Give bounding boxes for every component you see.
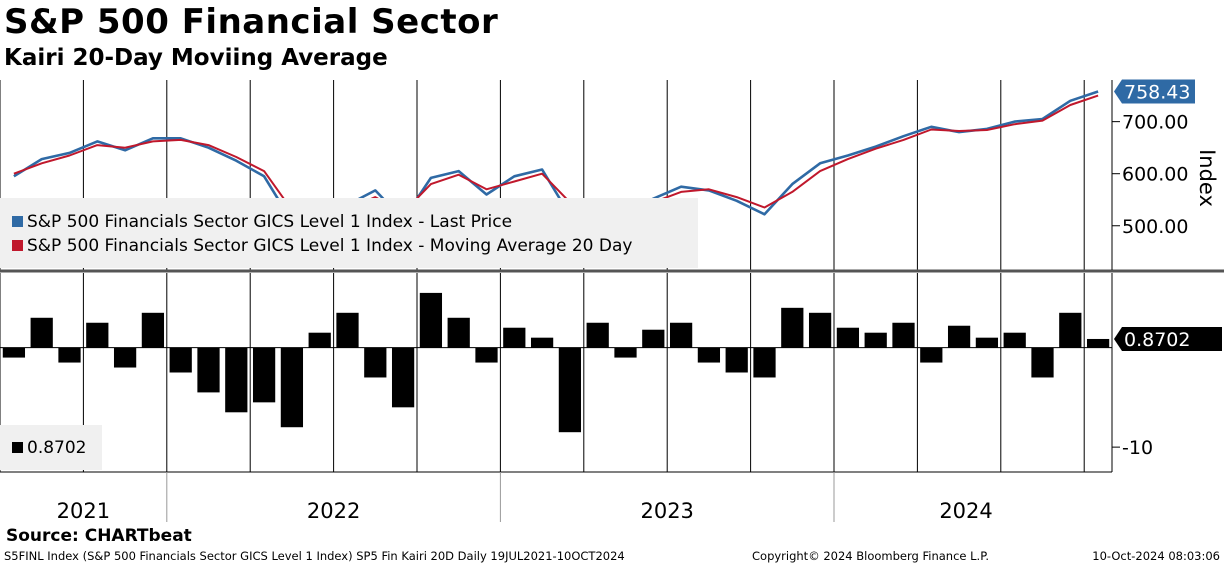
kairi-bar: [447, 317, 470, 348]
kairi-bar: [586, 322, 609, 348]
legend-swatch-ma: [12, 240, 23, 251]
legend-label-kairi: 0.8702: [27, 438, 87, 458]
kairi-bar: [86, 322, 109, 348]
kairi-bar: [614, 347, 637, 358]
price-axis: 700.00 600.00 500.00 Index: [1112, 112, 1219, 238]
kairi-bar: [336, 312, 359, 348]
kairi-bar: [1003, 332, 1026, 348]
kairi-bar: [725, 347, 748, 373]
year-label: 2022: [307, 499, 360, 523]
kairi-last-value-badge: [1114, 326, 1222, 351]
chart-subtitle: Kairi 20-Day Moviing Average: [4, 45, 388, 71]
kairi-bar: [252, 347, 276, 403]
kairi-bar: [1031, 347, 1054, 378]
legend-label-price: S&P 500 Financials Sector GICS Level 1 I…: [27, 212, 513, 232]
kairi-bar: [558, 347, 582, 433]
kairi-bar: [141, 312, 165, 348]
last-value-badges: 758.43 0.8702: [1114, 79, 1222, 351]
legend-item-kairi: 0.8702: [12, 438, 86, 458]
legend-swatch-price: [12, 216, 23, 227]
legend-label-ma: S&P 500 Financials Sector GICS Level 1 I…: [27, 236, 633, 256]
kairi-bar: [892, 322, 915, 348]
price-axis-title: Index: [1195, 149, 1219, 207]
moving-average-line: [13, 94, 1099, 216]
footer-copyright: Copyright© 2024 Bloomberg Finance L.P.: [752, 549, 989, 563]
kairi-bar: [753, 347, 776, 378]
kairi-bar: [419, 292, 443, 348]
kairi-bar: [503, 327, 526, 348]
kairi-bar: [836, 327, 860, 348]
price-last-value-label: 758.43: [1124, 81, 1190, 103]
kairi-bar: [808, 312, 832, 348]
kairi-axis-tick-label: -10: [1122, 437, 1153, 459]
kairi-bar: [169, 347, 192, 373]
kairi-bar: [1059, 312, 1082, 348]
kairi-bar: [669, 322, 693, 348]
x-axis: 2021 2022 2023 2024: [57, 472, 993, 523]
price-axis-tick-label: 500.00: [1122, 216, 1188, 238]
kairi-bar: [308, 332, 331, 348]
legend-item-price: S&P 500 Financials Sector GICS Level 1 I…: [12, 212, 512, 232]
price-axis-tick-label: 700.00: [1122, 112, 1188, 134]
kairi-last-value-label: 0.8702: [1124, 329, 1190, 351]
price-legend: S&P 500 Financials Sector GICS Level 1 I…: [0, 198, 698, 268]
grid-lines: [0, 80, 1224, 473]
kairi-bar: [280, 347, 304, 428]
price-axis-tick-label: 600.00: [1122, 164, 1188, 186]
legend-item-ma: S&P 500 Financials Sector GICS Level 1 I…: [12, 236, 632, 256]
kairi-bar: [225, 347, 248, 413]
legend-swatch-kairi: [12, 442, 23, 453]
kairi-bar: [975, 337, 999, 348]
kairi-bar: [364, 347, 387, 378]
kairi-bar: [2, 347, 26, 358]
kairi-bar: [947, 325, 971, 348]
kairi-bar: [475, 347, 498, 363]
year-label: 2023: [640, 499, 693, 523]
price-lines: [13, 90, 1099, 223]
kairi-bar: [920, 347, 943, 363]
kairi-bar: [530, 337, 554, 348]
kairi-axis: -10: [1112, 437, 1153, 459]
year-label: 2024: [939, 499, 992, 523]
kairi-bar: [697, 347, 721, 363]
kairi-bar: [113, 347, 137, 368]
footer-timestamp: 10-Oct-2024 08:03:06: [1092, 549, 1220, 563]
kairi-bar: [864, 332, 887, 348]
kairi-bar: [197, 347, 220, 393]
kairi-bars: [2, 292, 1110, 433]
kairi-bar: [391, 347, 415, 408]
kairi-bar: [781, 307, 804, 348]
kairi-bar: [30, 317, 53, 348]
kairi-legend: 0.8702: [0, 425, 102, 470]
chart-title: S&P 500 Financial Sector: [4, 2, 499, 42]
footer-left: S5FINL Index (S&P 500 Financials Sector …: [4, 549, 625, 563]
kairi-bar: [1086, 338, 1110, 348]
price-last-value-badge: [1114, 79, 1195, 104]
kairi-bar: [58, 347, 81, 363]
year-label: 2021: [57, 499, 110, 523]
kairi-bar: [642, 329, 665, 348]
source-note: Source: CHARTbeat: [6, 526, 192, 546]
